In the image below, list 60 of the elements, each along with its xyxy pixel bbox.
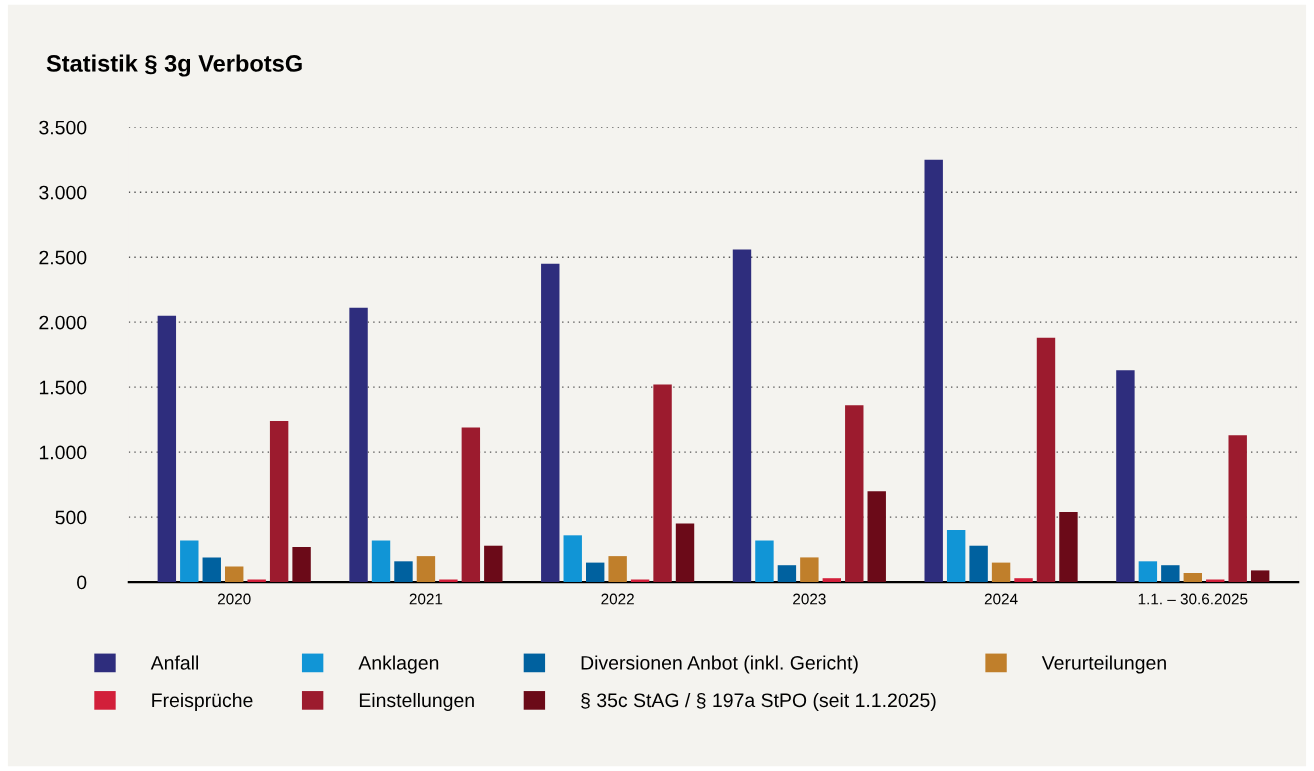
bar (608, 556, 627, 583)
legend-label: Anklagen (358, 655, 439, 674)
y-tick-label: 3.500 (39, 120, 87, 135)
bar (675, 523, 695, 583)
bar (732, 249, 752, 583)
bar (225, 566, 244, 583)
bar (484, 545, 503, 583)
bar (867, 491, 886, 583)
bar (800, 557, 819, 583)
legend-label: § 35c StAG / § 197a StPO (seit 1.1.2025) (581, 692, 936, 712)
legend-label: Freisprüche (152, 692, 253, 712)
bar (585, 562, 605, 583)
x-tick-label: 2021 (409, 593, 443, 605)
bar (1059, 511, 1078, 583)
legend-label: Anfall (150, 655, 199, 670)
bar (845, 405, 864, 583)
legend-label: Diversionen Anbot (inkl. Gericht) (581, 655, 858, 674)
bar (1036, 337, 1056, 583)
bar (653, 384, 672, 583)
bar (991, 562, 1011, 583)
bar (563, 535, 582, 583)
bar (349, 307, 368, 583)
bar (777, 565, 797, 583)
y-tick-label: 2.500 (39, 250, 87, 265)
y-tick-label: 1.500 (39, 380, 87, 395)
bar (541, 263, 560, 583)
bar (269, 420, 289, 583)
y-tick-label: 500 (55, 510, 87, 525)
bar (1228, 435, 1247, 583)
bar (292, 547, 311, 583)
bar (755, 540, 774, 583)
y-tick-label: 0 (77, 575, 87, 590)
x-tick-label: 2024 (984, 593, 1018, 605)
y-tick-label: 3.000 (39, 185, 87, 200)
bar (946, 530, 966, 583)
legend-label: Verurteilungen (1041, 655, 1166, 674)
bar (394, 561, 413, 583)
bar (371, 540, 391, 583)
bar (416, 556, 436, 583)
bar (1138, 561, 1158, 583)
y-tick-label: 2.000 (39, 315, 87, 330)
chart-title: Statistik § 3g VerbotsG (46, 54, 302, 77)
bar (461, 427, 481, 583)
y-tick-label: 1.000 (39, 445, 87, 460)
bar (1116, 370, 1135, 583)
bar (202, 557, 221, 583)
legend-label: Einstellungen (359, 692, 474, 712)
bar (1014, 578, 1033, 583)
x-tick-label: 1.1. – 30.6.2025 (1138, 593, 1248, 605)
x-tick-label: 2020 (217, 593, 251, 605)
bar (969, 545, 988, 583)
bar (924, 159, 943, 583)
bar (157, 315, 177, 583)
x-tick-label: 2022 (601, 593, 634, 605)
bar (822, 578, 842, 583)
bar (1161, 565, 1180, 583)
bar (180, 540, 199, 583)
x-tick-label: 2023 (793, 593, 826, 605)
bar (1250, 570, 1270, 583)
bar (1183, 573, 1202, 583)
